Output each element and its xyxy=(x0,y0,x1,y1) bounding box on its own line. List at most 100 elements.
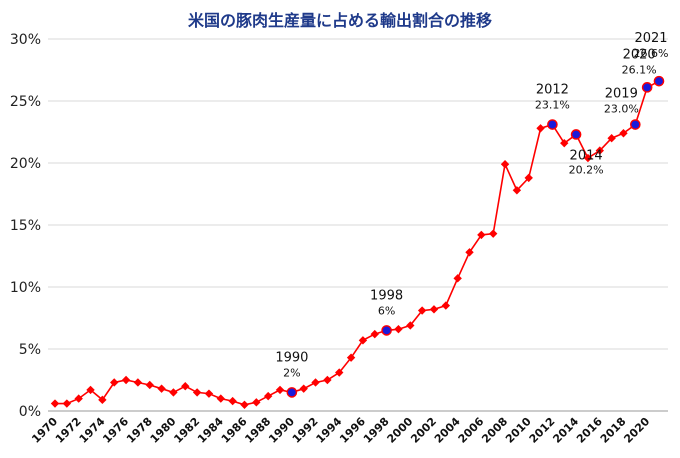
highlight-point xyxy=(630,119,641,130)
highlight-point xyxy=(547,119,558,130)
highlight-point xyxy=(286,387,298,398)
data-point xyxy=(346,353,356,362)
annotation-value: 6% xyxy=(378,304,395,317)
data-point xyxy=(86,385,95,395)
x-tick-label: 2014 xyxy=(550,415,581,446)
annotation-value: 26.1% xyxy=(622,63,657,76)
x-tick-label: 1976 xyxy=(100,415,131,446)
highlight-point xyxy=(653,75,665,87)
data-point xyxy=(512,186,522,195)
data-point xyxy=(275,385,285,395)
data-point xyxy=(607,134,616,143)
annotation-year: 2012 xyxy=(536,83,569,98)
x-tick-label: 1972 xyxy=(53,415,84,446)
data-point xyxy=(252,398,261,407)
x-tick-label: 1988 xyxy=(242,415,273,446)
data-point xyxy=(619,129,628,138)
annotation-year: 2014 xyxy=(570,148,603,163)
annotation-year: 2019 xyxy=(605,87,638,102)
data-point xyxy=(204,389,214,398)
data-point xyxy=(595,146,604,155)
x-tick-label: 2010 xyxy=(503,415,534,446)
x-tick-label: 1974 xyxy=(77,415,108,446)
data-point xyxy=(133,378,143,387)
x-tick-label: 2004 xyxy=(432,415,463,446)
x-tick-label: 1992 xyxy=(290,415,321,446)
data-point xyxy=(216,394,226,403)
x-tick-label: 2000 xyxy=(385,415,416,446)
series-line xyxy=(55,80,660,406)
data-point xyxy=(560,138,569,148)
data-point xyxy=(524,173,533,183)
data-point xyxy=(465,248,474,257)
data-point xyxy=(157,384,166,393)
data-point xyxy=(536,124,545,133)
x-tick-label: 1996 xyxy=(337,415,368,446)
data-point xyxy=(370,329,379,339)
data-point xyxy=(50,399,60,408)
data-point xyxy=(181,382,190,391)
x-tick-label: 1994 xyxy=(314,415,345,446)
annotation-value: 20.2% xyxy=(569,163,604,176)
highlight-point xyxy=(381,325,392,336)
data-point xyxy=(145,380,154,390)
annotation-value: 23.0% xyxy=(604,103,639,116)
annotation-value: 26.6% xyxy=(634,47,669,60)
data-point xyxy=(394,324,403,334)
y-tick-label: 20% xyxy=(10,156,41,172)
data-point xyxy=(406,321,415,330)
y-tick-label: 10% xyxy=(10,280,41,296)
chart-title: 米国の豚肉生産量に占める輸出割合の推移 xyxy=(187,11,492,30)
data-point xyxy=(98,395,107,405)
data-point xyxy=(583,153,593,163)
annotation-year: 2021 xyxy=(634,31,667,46)
y-tick-label: 0% xyxy=(19,404,41,420)
x-tick-label: 1984 xyxy=(195,415,226,446)
x-tick-label: 2008 xyxy=(479,415,510,446)
data-point xyxy=(323,375,332,385)
x-tick-label: 1998 xyxy=(361,415,392,446)
annotation-year: 2020 xyxy=(623,47,656,62)
data-point xyxy=(417,306,427,315)
annotation-year: 1990 xyxy=(275,350,308,365)
highlight-point xyxy=(570,129,582,140)
x-tick-label: 1986 xyxy=(219,415,250,446)
x-tick-label: 1978 xyxy=(124,415,155,446)
data-point xyxy=(488,229,498,238)
data-point xyxy=(74,394,83,403)
y-tick-label: 15% xyxy=(10,218,41,234)
data-point xyxy=(335,368,344,377)
data-point xyxy=(62,399,72,408)
data-point xyxy=(192,388,202,397)
x-tick-label: 2012 xyxy=(527,415,558,446)
y-tick-label: 25% xyxy=(10,94,41,110)
x-tick-label: 1982 xyxy=(171,415,202,446)
data-point xyxy=(240,400,249,409)
annotation-value: 23.1% xyxy=(535,99,570,112)
data-point xyxy=(299,384,308,393)
x-tick-label: 2002 xyxy=(408,415,439,446)
highlight-point xyxy=(641,82,653,93)
data-point xyxy=(358,336,368,345)
annotation-value: 2% xyxy=(283,366,300,379)
x-tick-label: 2020 xyxy=(621,415,652,446)
data-point xyxy=(429,305,439,314)
data-point xyxy=(441,301,451,310)
data-point xyxy=(121,375,131,385)
data-point xyxy=(311,378,320,387)
annotation-year: 1998 xyxy=(370,288,403,303)
data-point xyxy=(263,391,273,401)
x-tick-label: 1990 xyxy=(266,415,297,446)
data-point xyxy=(453,274,462,283)
x-tick-label: 2016 xyxy=(574,415,605,446)
x-tick-label: 2006 xyxy=(456,415,487,446)
y-tick-label: 5% xyxy=(19,342,41,358)
y-tick-label: 30% xyxy=(10,32,41,48)
data-point xyxy=(228,396,237,406)
data-point xyxy=(477,230,486,240)
data-point xyxy=(169,388,178,397)
data-point xyxy=(500,160,510,169)
x-tick-label: 2018 xyxy=(598,415,629,446)
